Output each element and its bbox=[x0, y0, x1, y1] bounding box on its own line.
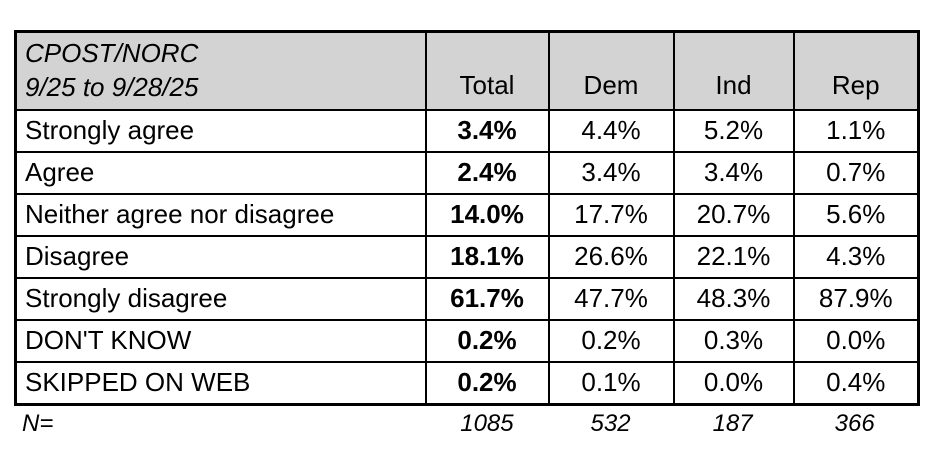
sample-size-row: N= 1085 532 187 366 bbox=[14, 410, 917, 438]
row-label: SKIPPED ON WEB bbox=[14, 360, 427, 406]
cell-rep: 4.3% bbox=[792, 234, 920, 279]
crosstab-table: CPOST/NORC 9/25 to 9/28/25 Total Dem Ind… bbox=[14, 30, 920, 406]
cell-ind: 0.0% bbox=[672, 360, 795, 406]
n-dem: 532 bbox=[590, 409, 631, 437]
cell-dem: 0.2% bbox=[547, 318, 675, 363]
n-label: N= bbox=[22, 409, 54, 437]
source-header-cell: CPOST/NORC 9/25 to 9/28/25 bbox=[14, 30, 427, 111]
cell-ind: 48.3% bbox=[672, 276, 795, 321]
n-ind: 187 bbox=[712, 409, 753, 437]
table-row: SKIPPED ON WEB 0.2% 0.1% 0.0% 0.4% bbox=[14, 360, 920, 406]
cell-rep: 87.9% bbox=[792, 276, 920, 321]
table-row: Agree 2.4% 3.4% 3.4% 0.7% bbox=[14, 150, 920, 195]
cell-rep: 0.0% bbox=[792, 318, 920, 363]
crosstab-table-container: CPOST/NORC 9/25 to 9/28/25 Total Dem Ind… bbox=[14, 30, 920, 438]
cell-ind: 5.2% bbox=[672, 108, 795, 153]
cell-total: 0.2% bbox=[424, 318, 550, 363]
n-total: 1085 bbox=[460, 409, 514, 437]
cell-total: 14.0% bbox=[424, 192, 550, 237]
row-label: Strongly disagree bbox=[14, 276, 427, 321]
column-header-ind: Ind bbox=[672, 30, 795, 111]
cell-rep: 0.4% bbox=[792, 360, 920, 406]
table-row: Strongly agree 3.4% 4.4% 5.2% 1.1% bbox=[14, 108, 920, 153]
cell-dem: 26.6% bbox=[547, 234, 675, 279]
column-header-dem: Dem bbox=[547, 30, 675, 111]
cell-ind: 20.7% bbox=[672, 192, 795, 237]
cell-total: 0.2% bbox=[424, 360, 550, 406]
cell-rep: 0.7% bbox=[792, 150, 920, 195]
table-row: Neither agree nor disagree 14.0% 17.7% 2… bbox=[14, 192, 920, 237]
row-label: Agree bbox=[14, 150, 427, 195]
table-row: DON'T KNOW 0.2% 0.2% 0.3% 0.0% bbox=[14, 318, 920, 363]
row-label: Neither agree nor disagree bbox=[14, 192, 427, 237]
table-row: Disagree 18.1% 26.6% 22.1% 4.3% bbox=[14, 234, 920, 279]
cell-total: 3.4% bbox=[424, 108, 550, 153]
cell-ind: 3.4% bbox=[672, 150, 795, 195]
row-label: DON'T KNOW bbox=[14, 318, 427, 363]
cell-total: 18.1% bbox=[424, 234, 550, 279]
cell-rep: 5.6% bbox=[792, 192, 920, 237]
header-row: CPOST/NORC 9/25 to 9/28/25 Total Dem Ind… bbox=[14, 30, 920, 111]
cell-dem: 17.7% bbox=[547, 192, 675, 237]
cell-ind: 0.3% bbox=[672, 318, 795, 363]
cell-ind: 22.1% bbox=[672, 234, 795, 279]
cell-dem: 3.4% bbox=[547, 150, 675, 195]
row-label: Disagree bbox=[14, 234, 427, 279]
cell-dem: 0.1% bbox=[547, 360, 675, 406]
source-dates: 9/25 to 9/28/25 bbox=[25, 71, 199, 102]
column-header-rep: Rep bbox=[792, 30, 920, 111]
cell-rep: 1.1% bbox=[792, 108, 920, 153]
table-row: Strongly disagree 61.7% 47.7% 48.3% 87.9… bbox=[14, 276, 920, 321]
column-header-total: Total bbox=[424, 30, 550, 111]
cell-total: 61.7% bbox=[424, 276, 550, 321]
source-name: CPOST/NORC bbox=[25, 38, 199, 68]
cell-dem: 47.7% bbox=[547, 276, 675, 321]
n-rep: 366 bbox=[834, 409, 875, 437]
cell-dem: 4.4% bbox=[547, 108, 675, 153]
row-label: Strongly agree bbox=[14, 108, 427, 153]
cell-total: 2.4% bbox=[424, 150, 550, 195]
